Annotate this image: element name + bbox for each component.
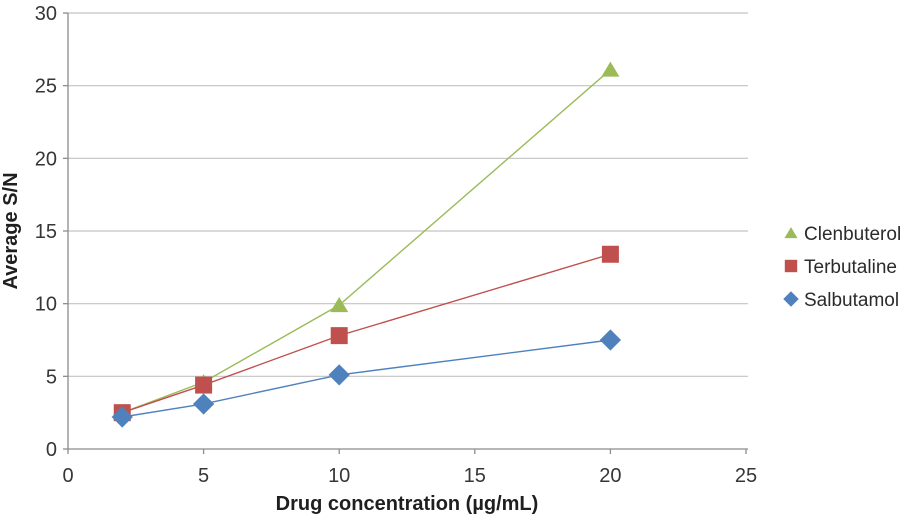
y-axis-title: Average S/N (0, 172, 22, 289)
y-tick-label: 15 (35, 221, 57, 243)
tick-labels: 0 5 10 15 20 25 30 0 5 10 15 20 25 (35, 3, 757, 487)
x-tick-label: 20 (599, 465, 621, 487)
marker-salbutamol-x10 (328, 364, 350, 386)
x-tick-label: 25 (735, 465, 757, 487)
x-tick-label: 5 (198, 465, 209, 487)
y-tick-label: 20 (35, 148, 57, 170)
axes (63, 12, 748, 454)
x-tick-label: 15 (464, 465, 486, 487)
marker-terbutaline-x5 (195, 376, 213, 394)
diamond-icon (783, 291, 799, 307)
legend-label: Terbutaline (804, 257, 897, 278)
marker-terbutaline-x10 (330, 327, 348, 345)
series-line-clenbuterol (121, 69, 611, 414)
y-tick-label: 25 (35, 76, 57, 98)
marker-clenbuterol-x20 (601, 61, 620, 77)
gridlines (68, 12, 748, 377)
series-line-terbutaline (122, 253, 611, 414)
y-tick-label: 0 (46, 439, 57, 461)
legend-entry-terbutaline: Terbutaline (784, 257, 897, 278)
legend-label: Salbutamol (804, 290, 899, 311)
marker-terbutaline-x20 (601, 245, 619, 263)
legend-label: Clenbuterol (804, 224, 900, 245)
marker-salbutamol-x5 (192, 393, 215, 415)
legend-entry-clenbuterol: Clenbuterol (784, 224, 900, 245)
x-tick-label: 0 (62, 465, 73, 487)
y-tick-label: 10 (35, 294, 57, 316)
series-line-salbutamol (122, 339, 611, 418)
marker-salbutamol-x2 (111, 406, 133, 428)
y-tick-label: 5 (46, 366, 57, 388)
y-tick-label: 30 (35, 3, 57, 25)
legend: Clenbuterol Terbutaline Salbutamol (783, 224, 900, 311)
x-axis-title: Drug concentration (µg/mL) (276, 493, 539, 515)
x-tick-label: 10 (328, 465, 350, 487)
series-plot (111, 61, 622, 428)
triangle-icon (784, 227, 798, 239)
legend-entry-salbutamol: Salbutamol (783, 290, 899, 311)
square-icon (784, 259, 798, 273)
marker-clenbuterol-x10 (330, 297, 349, 313)
marker-salbutamol-x20 (599, 329, 622, 351)
